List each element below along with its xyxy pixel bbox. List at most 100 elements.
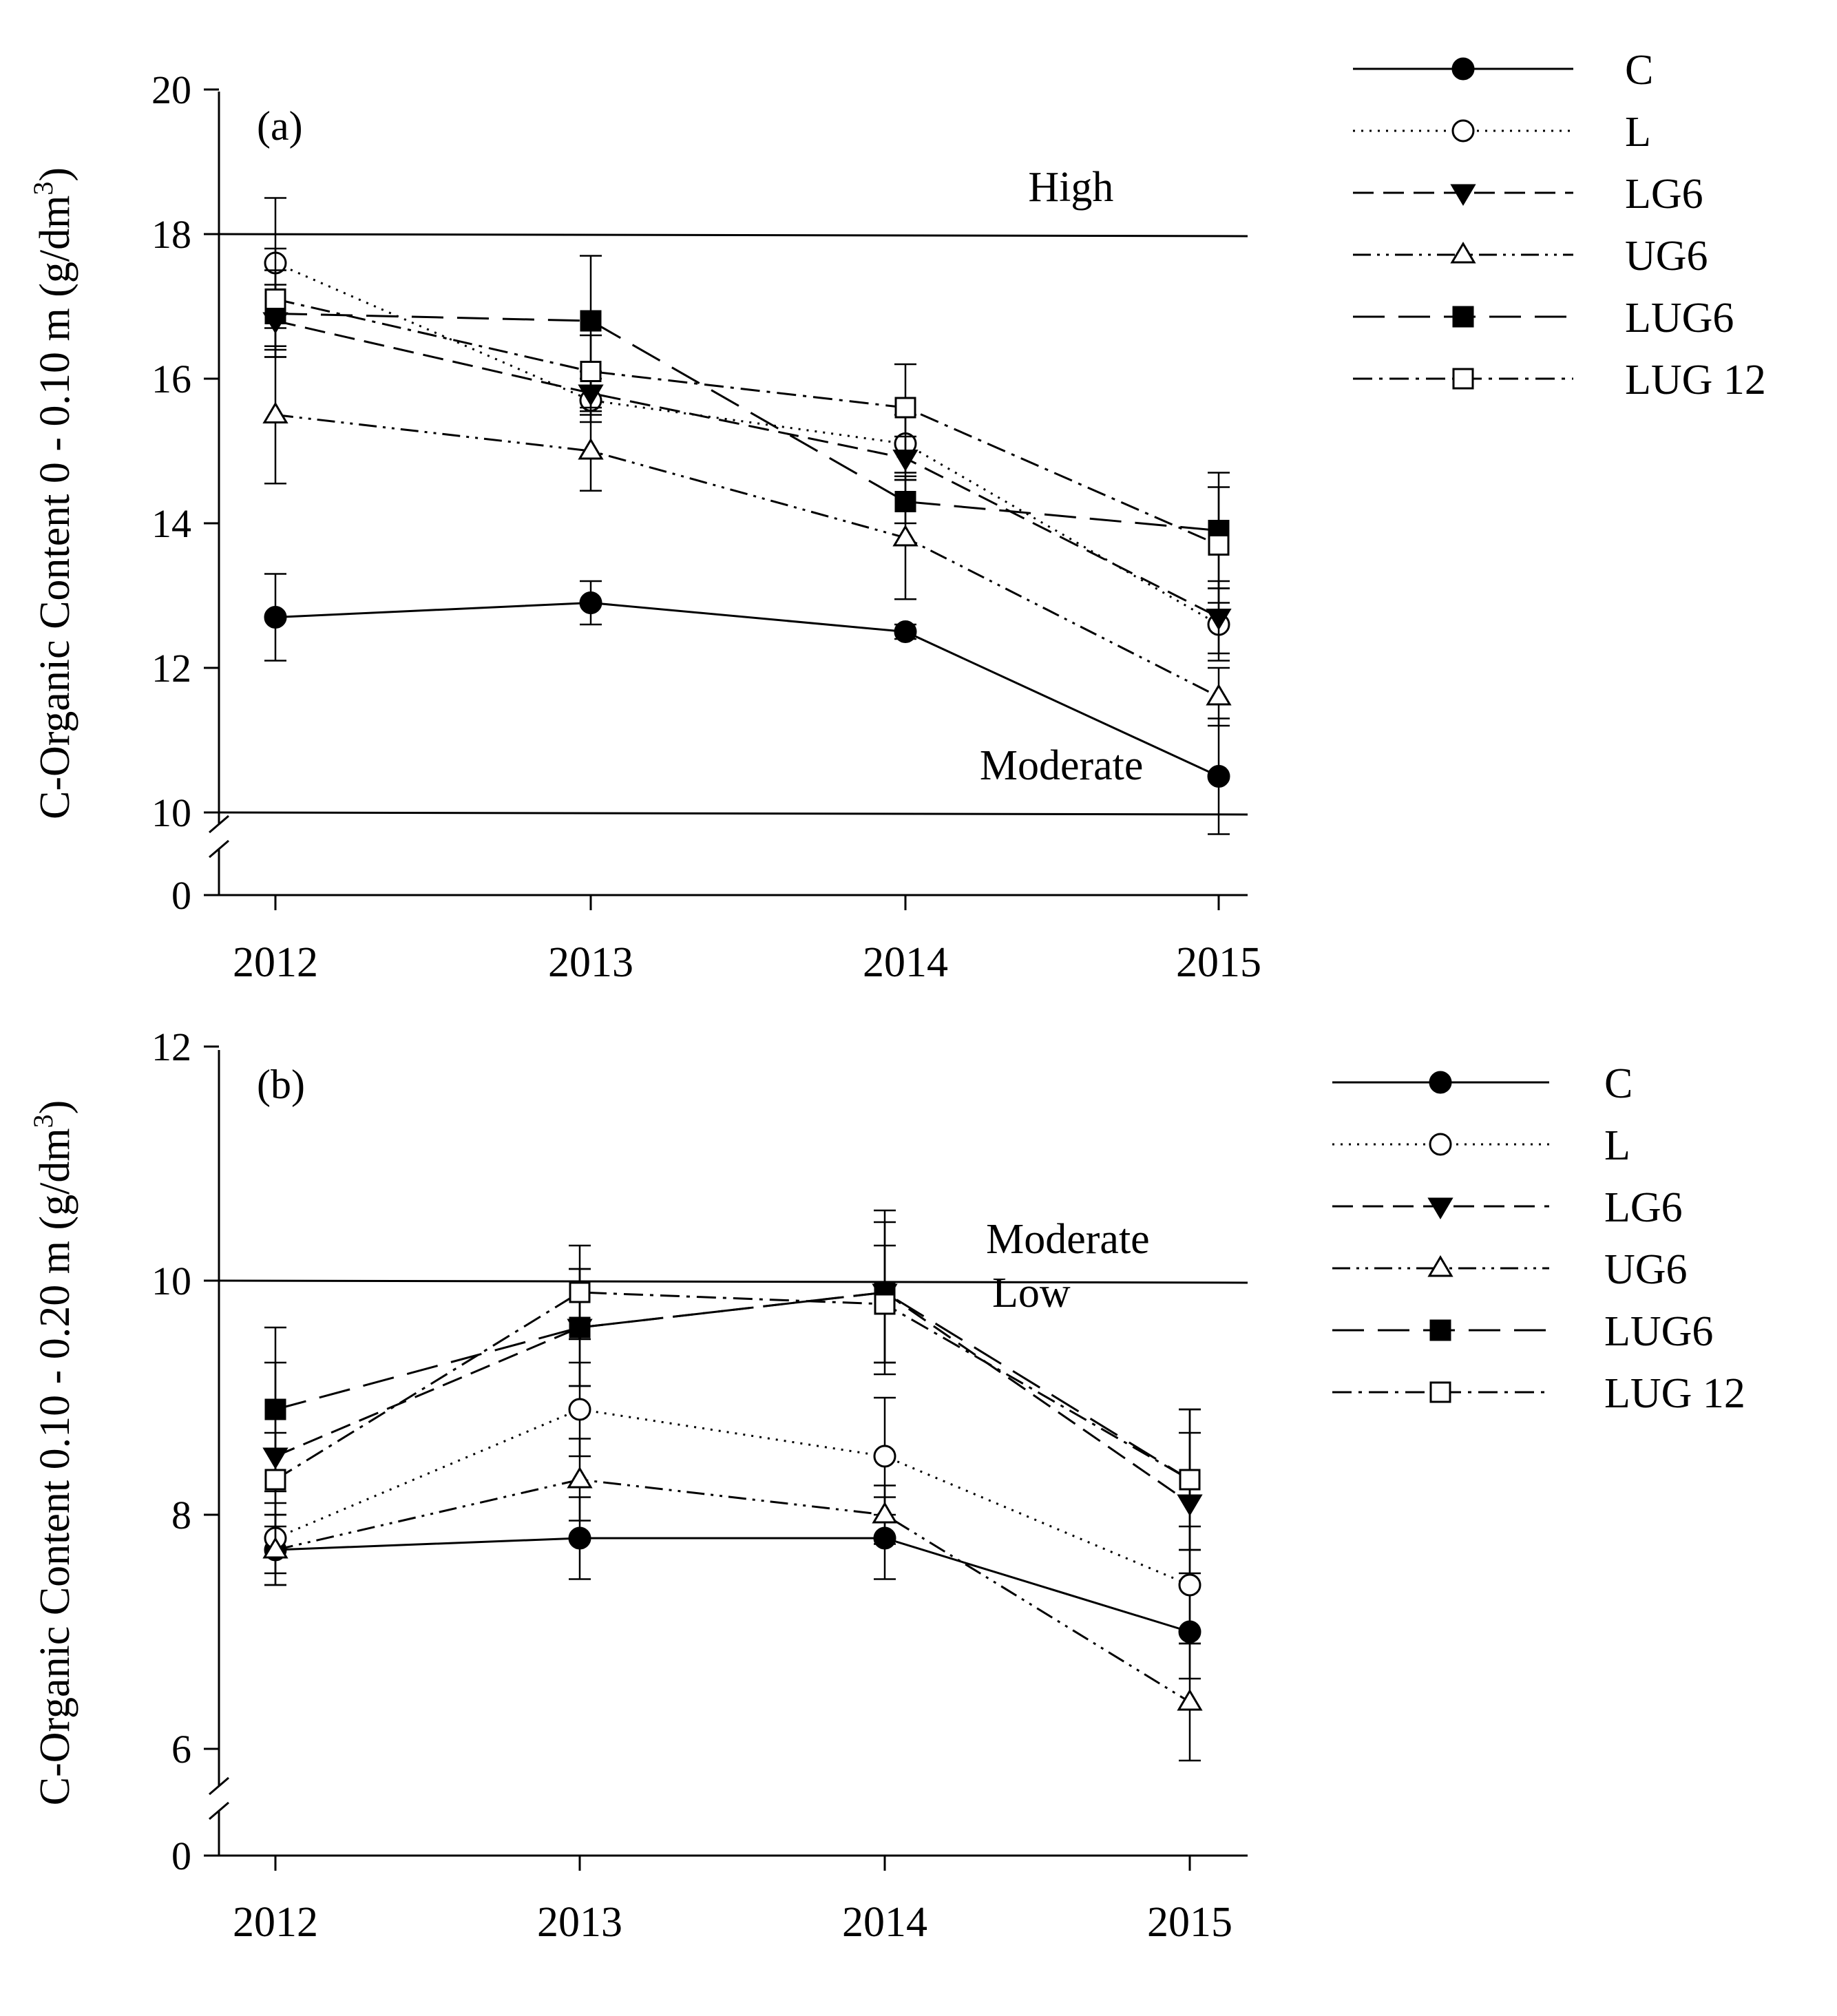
y-tick-label: 0 (171, 1834, 191, 1878)
legend-item-lg6: LG6 (1332, 1184, 1683, 1231)
legend-item-lg6: LG6 (1353, 171, 1703, 218)
data-point-ug6 (262, 401, 288, 423)
series-line-lg6 (275, 319, 1219, 618)
legend-marker (1450, 184, 1476, 206)
legend-marker (1451, 119, 1475, 143)
series-lug6 (264, 255, 1230, 589)
series-l (264, 1361, 1201, 1645)
legend-item-lug-12: LUG 12 (1332, 1370, 1745, 1417)
series-line-lug6 (275, 313, 1219, 532)
legend-marker (1427, 1255, 1453, 1277)
y-tick-label: 10 (151, 1259, 191, 1303)
legend-item-lug-12: LUG 12 (1353, 357, 1766, 403)
data-point-l (873, 1445, 896, 1468)
reference-line-label: Low (992, 1270, 1071, 1316)
legend-label: LUG 12 (1604, 1370, 1745, 1417)
legend-item-ug6: UG6 (1332, 1246, 1688, 1293)
series-lg6 (262, 284, 1232, 655)
series-lug-12 (264, 1244, 1201, 1551)
y-axis-title: C-Organic Content 0 - 0.10 m (g/dm3) (28, 167, 78, 819)
axis-break-mark (209, 815, 229, 834)
x-tick-label: 2015 (1176, 939, 1261, 986)
legend-panel-a: CL LG6 UG6 LUG6 LUG 12 (1353, 47, 1766, 403)
y-tick-label: 16 (151, 357, 191, 401)
data-point-c (579, 591, 602, 614)
y-axis-title-text: C-Organic Content 0 - 0.10 m (g/dm (32, 196, 78, 819)
legend-label: C (1625, 47, 1653, 94)
y-axis-title: C-Organic Content 0.10 - 0.20 m (g/dm3) (28, 1100, 78, 1806)
legend-label: L (1625, 109, 1651, 156)
data-point-c (894, 620, 917, 643)
data-point-l (568, 1398, 591, 1421)
series-c (264, 1496, 1201, 1680)
data-point-lug6 (580, 310, 602, 332)
y-tick-label: 6 (171, 1727, 191, 1772)
legend-item-ug6: UG6 (1353, 233, 1708, 280)
legend-marker (1427, 1197, 1453, 1219)
legend-marker (1450, 242, 1476, 264)
series-c (264, 573, 1230, 835)
legend-marker (1452, 368, 1474, 390)
data-point-ug6 (1177, 1689, 1203, 1711)
legend-marker (1429, 1133, 1452, 1156)
data-point-lug-12 (569, 1281, 591, 1303)
panel-label: (a) (257, 103, 303, 149)
reference-line-label: Moderate (986, 1216, 1150, 1263)
data-point-lug6 (894, 491, 916, 512)
y-tick-label: 0 (171, 873, 191, 918)
chart-panel-b: 12 10 8 6 0 2012 2013 2014 2015 C-Organic Content… (28, 1025, 1248, 1946)
y-tick-label: 14 (151, 501, 191, 546)
legend-panel-b: CL LG6 UG6 LUG6 LUG 12 (1332, 1060, 1745, 1417)
panel-label: (b) (257, 1062, 305, 1107)
series-lug-12 (264, 247, 1230, 604)
reference-line (218, 233, 1248, 238)
y-axis-title-text: C-Organic Content 0.10 - 0.20 m (g/dm (32, 1128, 78, 1805)
y-tick-label: 18 (151, 212, 191, 257)
data-point-lg6 (892, 450, 918, 472)
data-point-ug6 (578, 438, 604, 460)
data-point-ug6 (892, 525, 918, 547)
data-point-lug-12 (264, 288, 286, 310)
series-line-ug6 (275, 414, 1219, 698)
data-point-lug-12 (874, 1293, 896, 1315)
axis-break-mark (209, 1801, 229, 1820)
data-point-lug-12 (1208, 534, 1230, 556)
y-tick-label: 12 (151, 646, 191, 691)
y-tick-label: 20 (151, 67, 191, 112)
data-point-c (1207, 765, 1230, 788)
series-line-lug-12 (275, 298, 1219, 546)
y-axis-title-tail: ) (32, 167, 78, 182)
x-tick-label: 2014 (863, 939, 948, 986)
legend-item-l: L (1332, 1122, 1630, 1169)
series-line-lug-12 (275, 1291, 1190, 1481)
legend-label: C (1604, 1060, 1633, 1107)
data-point-ug6 (1206, 684, 1232, 706)
x-tick-label: 2012 (233, 1899, 318, 1946)
data-point-l (1178, 1573, 1201, 1597)
series-line-c (275, 1537, 1190, 1633)
chart-panel-a: 20 18 16 14 12 10 0 2012 2013 2014 2015 C-Organic C… (28, 67, 1261, 986)
series-ug6 (262, 1438, 1203, 1762)
data-point-lug-12 (1179, 1469, 1201, 1491)
legend-marker (1452, 306, 1474, 328)
legend-label: LUG6 (1604, 1308, 1713, 1355)
series-line-lug6 (275, 1291, 1190, 1481)
legend-label: LUG 12 (1625, 357, 1766, 403)
series-line-lg6 (275, 1291, 1190, 1504)
reference-line (218, 1279, 1248, 1284)
data-point-ug6 (872, 1502, 898, 1524)
axis-break-mark (209, 1776, 229, 1796)
legend-item-lug6: LUG6 (1353, 295, 1734, 342)
legend-item-c: C (1332, 1060, 1633, 1107)
legend-label: UG6 (1625, 233, 1708, 280)
data-point-c (264, 606, 287, 629)
data-point-lg6 (1206, 609, 1232, 631)
data-point-lug-12 (264, 1469, 286, 1491)
x-tick-label: 2012 (233, 939, 318, 986)
reference-line (218, 811, 1248, 816)
series-ug6 (262, 345, 1232, 727)
x-tick-label: 2014 (842, 1899, 927, 1946)
data-point-ug6 (262, 1537, 288, 1559)
legend-item-l: L (1353, 109, 1651, 156)
series-line-c (275, 601, 1219, 777)
